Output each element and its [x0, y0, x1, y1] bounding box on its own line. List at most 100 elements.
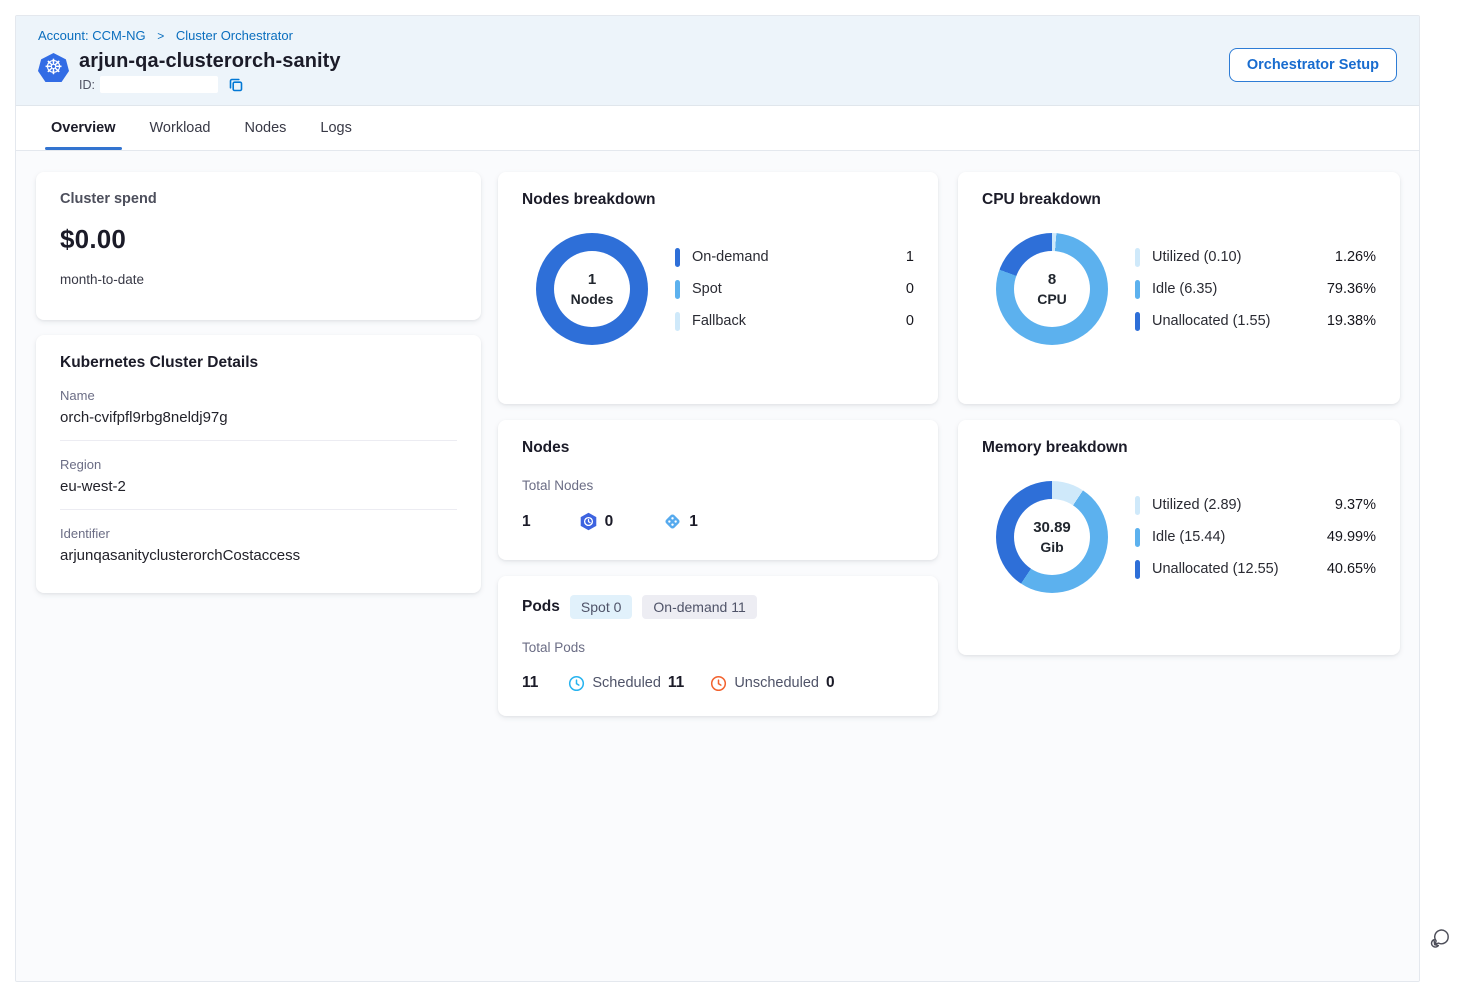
- tab-bar: Overview Workload Nodes Logs: [16, 106, 1419, 151]
- nodes-breakdown-card: Nodes breakdown 1 Nodes On-demand 1: [498, 172, 938, 404]
- pods-card-title: Pods: [522, 598, 560, 615]
- kubernetes-icon: ☸: [38, 53, 69, 82]
- legend-marker: [1135, 527, 1140, 547]
- title-row: ☸ arjun-qa-clusterorch-sanity ID:: [38, 50, 1397, 93]
- legend-marker: [675, 311, 680, 331]
- cluster-details-title: Kubernetes Cluster Details: [60, 354, 259, 371]
- pods-card: Pods Spot 0 On-demand 11 Total Pods 11: [498, 576, 938, 716]
- donut-center-label: CPU: [1037, 291, 1067, 307]
- legend-value: 1.26%: [1334, 249, 1376, 265]
- total-nodes-value: 1: [522, 512, 531, 530]
- breadcrumb-account-link[interactable]: Account: CCM-NG: [38, 28, 146, 43]
- memory-donut-chart: 30.89 Gib: [996, 481, 1108, 593]
- tab-nodes[interactable]: Nodes: [244, 120, 287, 136]
- legend-marker: [1135, 559, 1140, 579]
- detail-field-name: Name orch-cvifpfl9rbg8neldj97g: [60, 388, 457, 441]
- legend-marker: [1135, 247, 1140, 267]
- donut-center-value: 30.89: [1033, 519, 1071, 536]
- legend-item-fallback: Fallback 0: [675, 311, 914, 331]
- nodes-card: Nodes Total Nodes 1 0: [498, 420, 938, 560]
- cpu-breakdown-legend: Utilized (0.10) 1.26% Idle (6.35) 79.36%…: [1135, 247, 1376, 331]
- scheduled-clock-icon: [568, 675, 585, 692]
- id-value-redacted: [99, 76, 218, 93]
- on-demand-pods-badge: On-demand 11: [642, 595, 757, 619]
- orchestrator-setup-button[interactable]: Orchestrator Setup: [1228, 48, 1397, 82]
- donut-center-value: 8: [1047, 271, 1057, 288]
- legend-label: Unallocated (1.55): [1152, 313, 1271, 329]
- tab-workload[interactable]: Workload: [149, 120, 211, 136]
- legend-label: On-demand: [692, 249, 769, 265]
- legend-label: Idle (6.35): [1152, 281, 1218, 297]
- tab-overview[interactable]: Overview: [45, 106, 121, 150]
- legend-marker: [675, 247, 680, 267]
- legend-marker: [1135, 495, 1140, 515]
- legend-item-unallocated: Unallocated (1.55) 19.38%: [1135, 311, 1376, 331]
- breadcrumb-cluster-orchestrator-link[interactable]: Cluster Orchestrator: [175, 28, 293, 43]
- spot-pods-badge: Spot 0: [569, 595, 633, 619]
- memory-breakdown-card: Memory breakdown 30.89 Gib Utilized (2.8…: [958, 420, 1400, 655]
- cluster-details-card: Kubernetes Cluster Details Name orch-cvi…: [36, 335, 481, 593]
- copy-icon[interactable]: [228, 77, 244, 93]
- unscheduled-label: Unscheduled: [734, 675, 819, 691]
- field-value: eu-west-2: [60, 478, 126, 495]
- legend-marker: [675, 279, 680, 299]
- legend-value: 0: [905, 313, 914, 329]
- nodes-breakdown-legend: On-demand 1 Spot 0 Fallback 0: [675, 247, 914, 331]
- cluster-spend-period: month-to-date: [60, 272, 145, 287]
- donut-center-label: Nodes: [570, 291, 614, 307]
- spot-node-icon: [579, 512, 598, 531]
- legend-marker: [1135, 279, 1140, 299]
- total-pods-value: 11: [522, 674, 539, 691]
- legend-item-spot: Spot 0: [675, 279, 914, 299]
- legend-label: Fallback: [692, 313, 746, 329]
- legend-value: 40.65%: [1326, 561, 1376, 577]
- legend-item-idle: Idle (15.44) 49.99%: [1135, 527, 1376, 547]
- cluster-spend-amount: $0.00: [60, 224, 127, 254]
- legend-label: Unallocated (12.55): [1152, 561, 1279, 577]
- on-demand-nodes-value: 1: [689, 512, 698, 530]
- chat-help-icon[interactable]: [1429, 927, 1452, 955]
- unscheduled-clock-icon: [710, 675, 727, 692]
- on-demand-nodes-stat: 1: [663, 512, 698, 531]
- cluster-spend-title: Cluster spend: [60, 191, 157, 207]
- legend-item-utilized: Utilized (2.89) 9.37%: [1135, 495, 1376, 515]
- spot-nodes-stat: 0: [579, 512, 614, 531]
- spot-nodes-value: 0: [604, 512, 614, 530]
- breadcrumb: Account: CCM-NG > Cluster Orchestrator: [38, 28, 1397, 43]
- overview-content: Cluster spend $0.00 month-to-date Kubern…: [16, 152, 1419, 981]
- app-panel: Account: CCM-NG > Cluster Orchestrator ☸…: [15, 15, 1420, 982]
- legend-label: Idle (15.44): [1152, 529, 1226, 545]
- legend-value: 79.36%: [1326, 281, 1376, 297]
- kubernetes-wheel-glyph: ☸: [44, 56, 63, 79]
- breadcrumb-separator: >: [157, 29, 165, 43]
- legend-value: 9.37%: [1334, 497, 1376, 513]
- unscheduled-value: 0: [825, 674, 835, 691]
- legend-item-unallocated: Unallocated (12.55) 40.65%: [1135, 559, 1376, 579]
- scheduled-pods-stat: Scheduled 11: [568, 674, 684, 692]
- field-label: Region: [60, 457, 102, 472]
- field-label: Name: [60, 388, 95, 403]
- detail-field-region: Region eu-west-2: [60, 457, 457, 510]
- total-nodes-label: Total Nodes: [522, 478, 594, 493]
- field-value: arjunqasanityclusterorchCostaccess: [60, 547, 301, 564]
- scheduled-value: 11: [667, 674, 685, 691]
- legend-label: Utilized (0.10): [1152, 249, 1242, 265]
- field-label: Identifier: [60, 526, 110, 541]
- nodes-card-title: Nodes: [522, 439, 570, 456]
- legend-item-on-demand: On-demand 1: [675, 247, 914, 267]
- legend-label: Spot: [692, 281, 722, 297]
- page-title: arjun-qa-clusterorch-sanity: [79, 50, 341, 72]
- id-label: ID:: [79, 77, 95, 92]
- cpu-breakdown-card: CPU breakdown 8 CPU Utilized (0.10) 1.26…: [958, 172, 1400, 404]
- donut-center-value: 1: [587, 271, 597, 288]
- donut-center-label: Gib: [1040, 539, 1064, 555]
- legend-label: Utilized (2.89): [1152, 497, 1242, 513]
- nodes-donut-chart: 1 Nodes: [536, 233, 648, 345]
- legend-value: 0: [905, 281, 914, 297]
- legend-value: 19.38%: [1326, 313, 1376, 329]
- legend-value: 49.99%: [1326, 529, 1376, 545]
- tab-logs[interactable]: Logs: [320, 120, 352, 136]
- legend-value: 1: [905, 249, 914, 265]
- cpu-donut-chart: 8 CPU: [996, 233, 1108, 345]
